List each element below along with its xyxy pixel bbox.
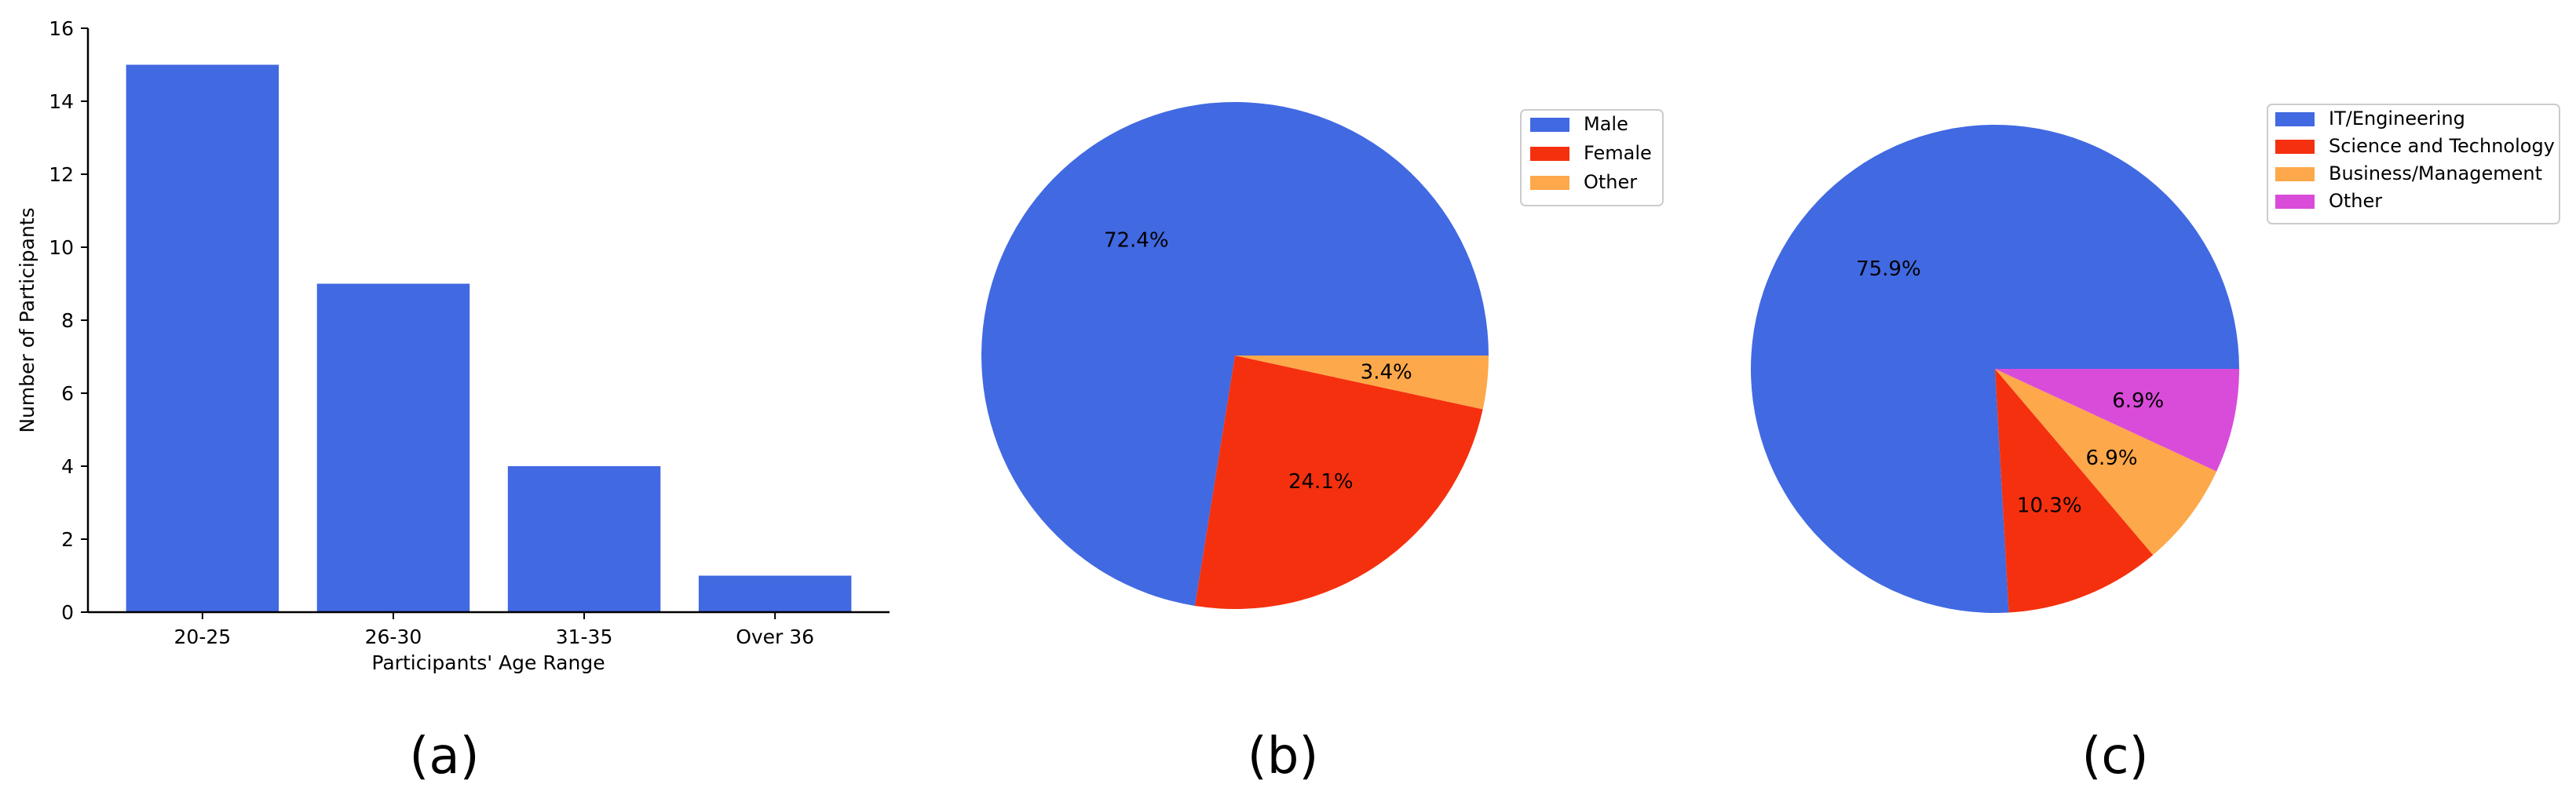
x-tick-label: 20-25 [174, 625, 232, 648]
y-tick-label: 4 [61, 455, 74, 478]
y-tick-label: 14 [49, 90, 74, 113]
field-pie-chart: 75.9% 10.3% 6.9% 6.9% IT/Engineering Science… [1751, 104, 2560, 786]
slice-female [1194, 356, 1483, 610]
y-tick-label: 10 [49, 236, 74, 259]
slice-value-label: 72.4% [1104, 229, 1169, 253]
slice-value-label: 24.1% [1288, 470, 1354, 494]
legend: Male Female Other [1520, 109, 1664, 206]
y-tick-label: 16 [49, 17, 74, 40]
legend-entry: Other [1584, 171, 1637, 193]
legend-swatch [1530, 147, 1569, 161]
legend-frame [2267, 104, 2560, 224]
legend-swatch [2275, 112, 2315, 126]
slice-science-and-technology [1995, 369, 2154, 613]
bar-20-25 [126, 64, 280, 612]
x-tick-label: 26-30 [365, 625, 422, 648]
bar-26-30 [316, 283, 470, 612]
legend-entry: Male [1584, 113, 1628, 135]
legend: IT/Engineering Science and Technology Busi… [2267, 104, 2560, 224]
pie-slices [1751, 124, 2239, 613]
x-axis-label: Participants' Age Range [371, 651, 605, 674]
y-tick-label: 2 [61, 528, 74, 551]
slice-value-label: 3.4% [1361, 361, 1412, 385]
legend-entry: Business/Management [2329, 162, 2542, 184]
legend-entry: Female [1584, 142, 1652, 164]
slice-other [1995, 369, 2239, 472]
legend-entry: IT/Engineering [2329, 108, 2465, 129]
legend-swatch [1530, 118, 1569, 132]
legend-swatch [2275, 140, 2315, 154]
age-range-bar-chart: 0 2 4 6 8 10 12 14 16 20-25 26-30 31-35 Over 36 Par… [16, 17, 890, 786]
slice-value-label: 6.9% [2112, 389, 2164, 413]
bar-31-35 [507, 466, 661, 612]
slice-value-label: 6.9% [2085, 447, 2137, 470]
slice-other [1235, 356, 1489, 410]
slice-value-label: 75.9% [1856, 257, 1921, 281]
y-tick-label: 12 [49, 163, 74, 186]
slice-value-label: 10.3% [2017, 494, 2082, 517]
slice-it-engineering [1751, 124, 2239, 613]
x-tick-label: Over 36 [736, 625, 814, 648]
panel-label-c: (c) [2081, 728, 2148, 786]
y-ticks: 0 2 4 6 8 10 12 14 16 [49, 17, 88, 624]
bar-series [126, 64, 852, 612]
slice-business-management [1995, 369, 2217, 556]
legend-entry: Science and Technology [2329, 135, 2555, 157]
pie-value-labels: 75.9% 10.3% 6.9% 6.9% [1856, 257, 2164, 517]
legend-swatch [1530, 176, 1569, 190]
y-tick-label: 6 [61, 382, 74, 405]
pie-value-labels: 72.4% 24.1% 3.4% [1104, 229, 1412, 494]
legend-swatch [2275, 167, 2315, 181]
bar-over-36 [698, 575, 852, 612]
pie-slices [981, 102, 1489, 610]
legend-swatch [2275, 195, 2315, 209]
x-tick-label: 31-35 [556, 625, 613, 648]
slice-male [981, 102, 1489, 606]
panel-label-b: (b) [1248, 728, 1319, 786]
y-tick-label: 8 [61, 309, 74, 332]
x-ticks: 20-25 26-30 31-35 Over 36 [174, 612, 814, 648]
legend-entry: Other [2329, 190, 2382, 212]
panel-label-a: (a) [409, 728, 479, 786]
y-tick-label: 0 [61, 601, 74, 624]
y-axis-label: Number of Participants [16, 207, 38, 432]
gender-pie-chart: 72.4% 24.1% 3.4% Male Female Other (b) [981, 102, 1664, 786]
